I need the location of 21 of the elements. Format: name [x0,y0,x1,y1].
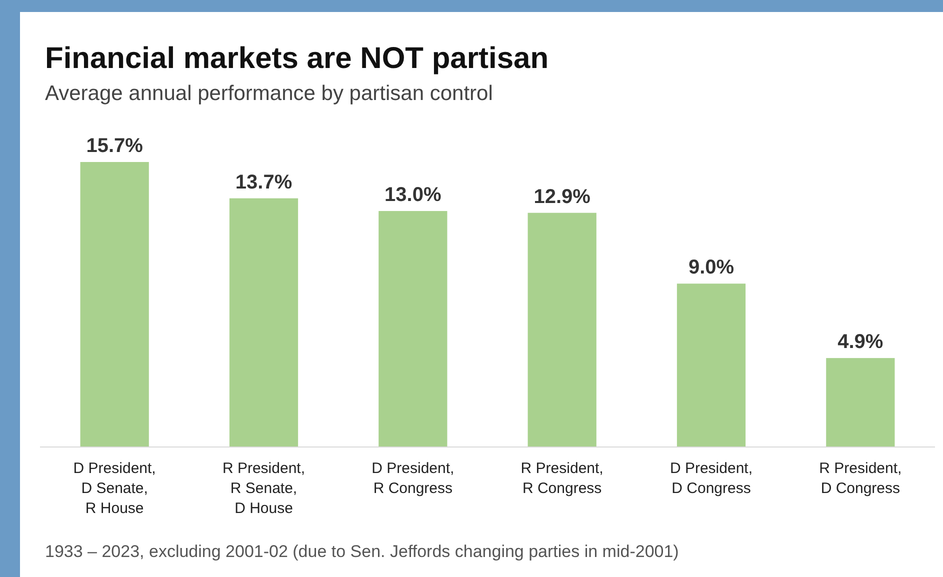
x-tick-label: R President, R Congress [520,460,604,497]
data-label: 13.0% [384,184,442,206]
data-label: 12.9% [534,186,591,208]
x-tick-label: D President, D Congress [670,460,753,497]
x-tick-label: D President, D Senate, R House [73,460,156,517]
x-tick-label: R President, D Congress [819,460,902,497]
bar [826,358,895,447]
text: 1933 – 2023, excluding 2001-02 (due to Sen. Jeffords changing parties in mid-2001) [45,542,679,561]
bar [378,211,448,447]
bar [80,162,149,447]
bar [229,198,298,447]
data-label: 4.9% [838,331,884,354]
data-label: 13.7% [235,171,292,194]
x-tick-label: D President, R Congress [372,460,454,497]
chart-title: Financial markets are NOT partisan [45,42,549,75]
chart-subtitle: Average annual performance by partisan control [45,82,493,105]
data-label: 9.0% [688,256,734,279]
bar [528,212,596,447]
data-label: 15.7% [86,135,144,157]
x-tick-label: R President, R Senate, D House [222,460,306,517]
bar [676,284,746,447]
